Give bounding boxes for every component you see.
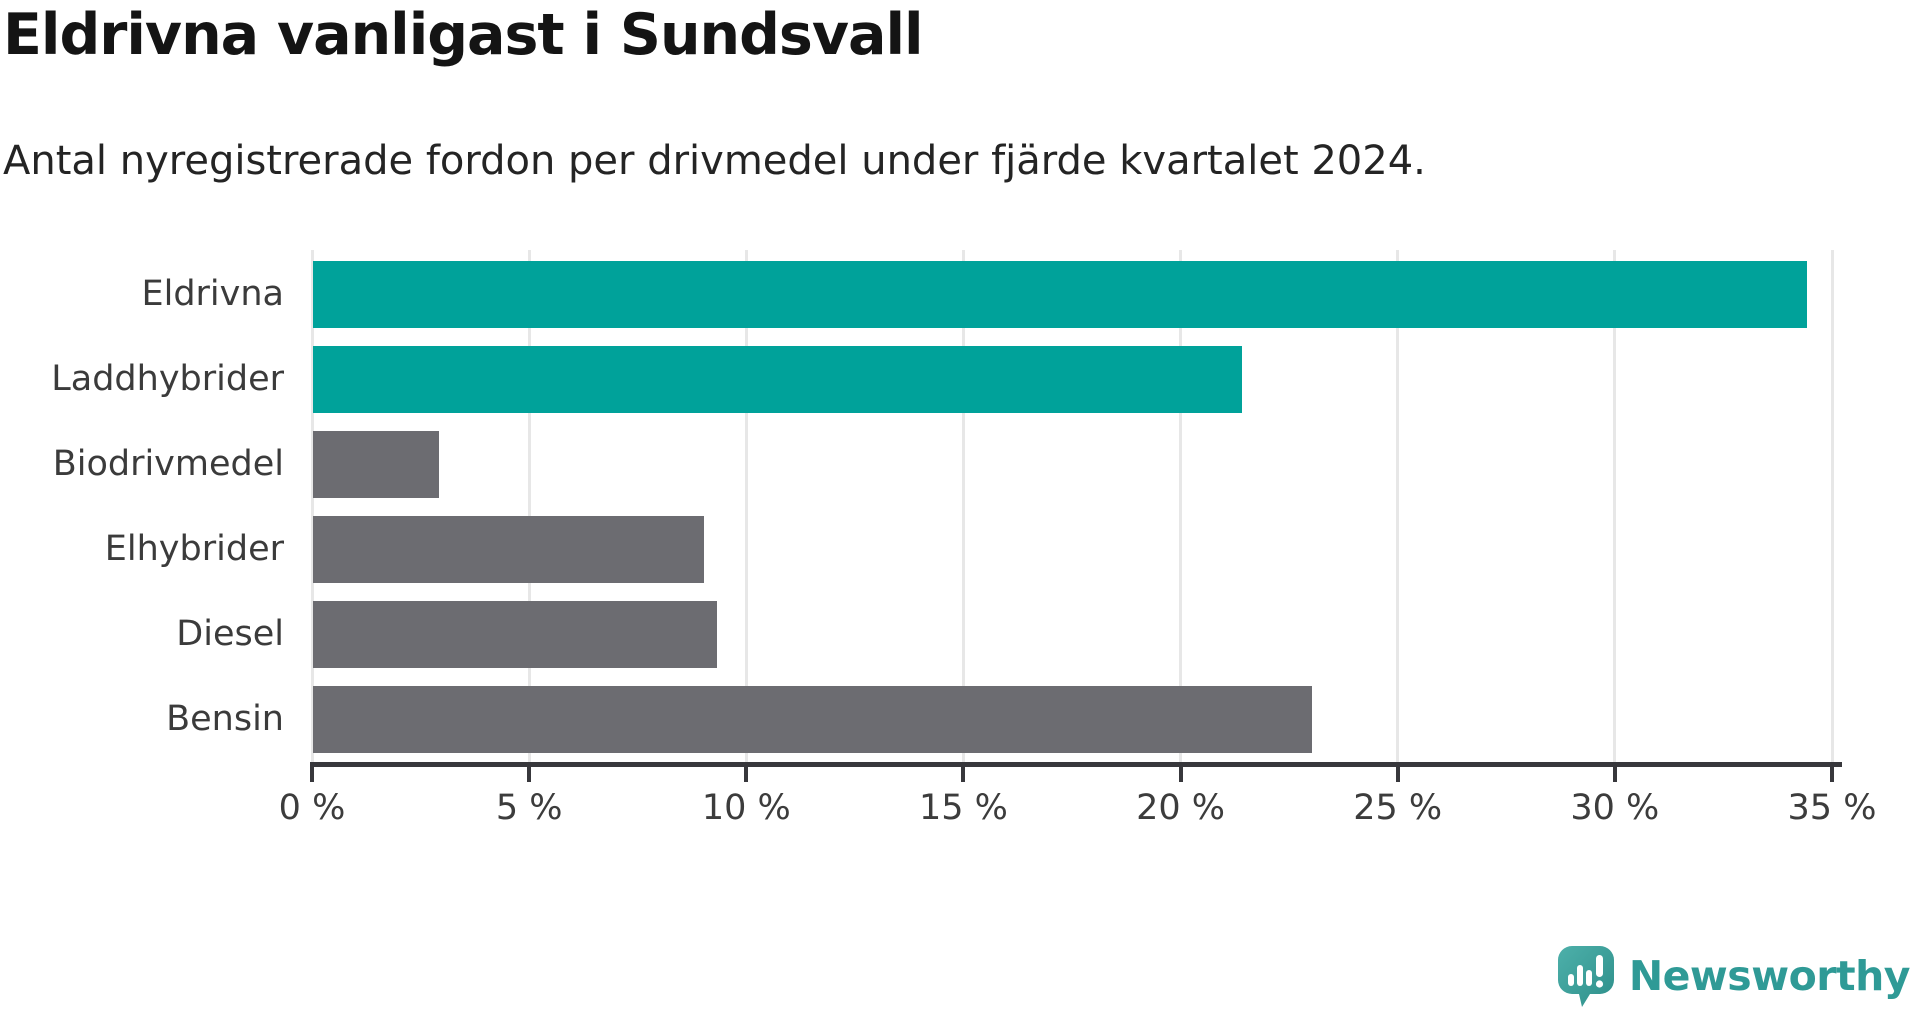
x-tick-30: [1612, 767, 1617, 782]
category-label-eldrivna: Eldrivna: [141, 274, 284, 314]
gridline-25: [1396, 250, 1400, 762]
gridline-35: [1830, 250, 1834, 762]
x-tick-label-5: 5 %: [495, 788, 563, 828]
category-label-bensin: Bensin: [166, 699, 284, 739]
x-tick-label-30: 30 %: [1570, 788, 1660, 828]
bar-laddhybrider: [313, 346, 1243, 413]
category-label-elhybrider: Elhybrider: [104, 529, 284, 569]
x-tick-15: [961, 767, 966, 782]
x-tick-label-0: 0 %: [278, 788, 346, 828]
category-label-biodrivmedel: Biodrivmedel: [52, 444, 284, 484]
chart-subtitle: Antal nyregistrerade fordon per drivmede…: [3, 138, 1426, 184]
newsworthy-wordmark: Newsworthy: [1628, 952, 1911, 1000]
bar-biodrivmedel: [313, 431, 439, 498]
gridline-30: [1613, 250, 1617, 762]
newsworthy-logo: Newsworthy: [1556, 944, 1911, 1008]
x-tick-label-25: 25 %: [1353, 788, 1443, 828]
newsworthy-speech-bubble-chart-icon: [1556, 944, 1616, 1008]
category-label-diesel: Diesel: [176, 614, 284, 654]
bar-diesel: [313, 601, 717, 668]
gridline-0: [310, 250, 314, 762]
chart-title: Eldrivna vanligast i Sundsvall: [3, 2, 924, 68]
x-tick-label-20: 20 %: [1136, 788, 1226, 828]
x-tick-35: [1830, 767, 1834, 782]
category-label-laddhybrider: Laddhybrider: [51, 359, 284, 399]
x-tick-label-15: 15 %: [918, 788, 1008, 828]
x-tick-25: [1395, 767, 1400, 782]
gridline-5: [527, 250, 531, 762]
gridline-15: [961, 250, 965, 762]
x-tick-20: [1178, 767, 1183, 782]
x-tick-label-10: 10 %: [701, 788, 791, 828]
x-tick-10: [744, 767, 749, 782]
x-tick-label-35: 35 %: [1787, 788, 1877, 828]
bar-bensin: [313, 686, 1312, 753]
x-tick-0: [310, 767, 314, 782]
x-axis-line: [310, 762, 1842, 767]
bar-elhybrider: [313, 516, 704, 583]
x-tick-5: [527, 767, 532, 782]
bar-eldrivna: [313, 261, 1807, 328]
gridline-10: [744, 250, 748, 762]
gridline-20: [1179, 250, 1183, 762]
